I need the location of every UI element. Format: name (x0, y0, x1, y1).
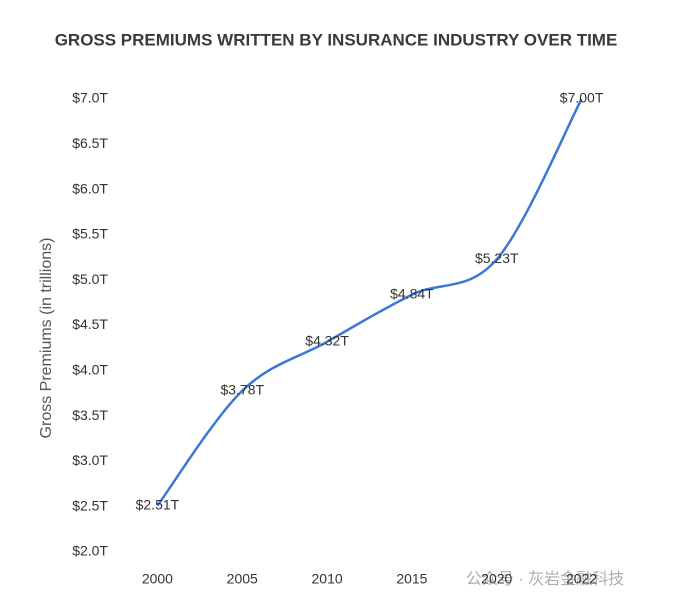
x-tick-label: 2015 (396, 571, 427, 587)
y-axis-label: Gross Premiums (in trillions) (38, 238, 55, 439)
y-tick-label: $4.5T (72, 316, 108, 332)
y-tick-label: $3.0T (72, 452, 108, 468)
data-label: $3.78T (220, 381, 264, 397)
data-label: $7.00T (560, 90, 604, 106)
y-tick-label: $5.0T (72, 271, 108, 287)
data-label: $2.51T (136, 496, 180, 512)
y-tick-label: $6.5T (72, 135, 108, 151)
x-tick-label: 2005 (227, 571, 258, 587)
y-tick-label: $2.5T (72, 497, 108, 513)
x-tick-label: 2000 (142, 571, 173, 587)
watermark: 公众号 · 灰岩金融科技 (466, 570, 624, 588)
line (156, 98, 583, 507)
y-tick-label: $7.0T (72, 90, 108, 106)
chart-title: GROSS PREMIUMS WRITTEN BY INSURANCE INDU… (55, 30, 618, 49)
data-label: $4.32T (305, 333, 349, 349)
y-tick-label: $3.5T (72, 407, 108, 423)
x-tick-label: 2022 (566, 571, 597, 587)
y-tick-label: $6.0T (72, 180, 108, 196)
x-tick-label: 2010 (312, 571, 343, 587)
x-tick-label: 2020 (481, 571, 512, 587)
y-tick-label: $5.5T (72, 226, 108, 242)
y-tick-label: $4.0T (72, 362, 108, 378)
data-label: $5.23T (475, 250, 519, 266)
data-label: $4.84T (390, 285, 434, 301)
y-tick-label: $2.0T (72, 543, 108, 559)
